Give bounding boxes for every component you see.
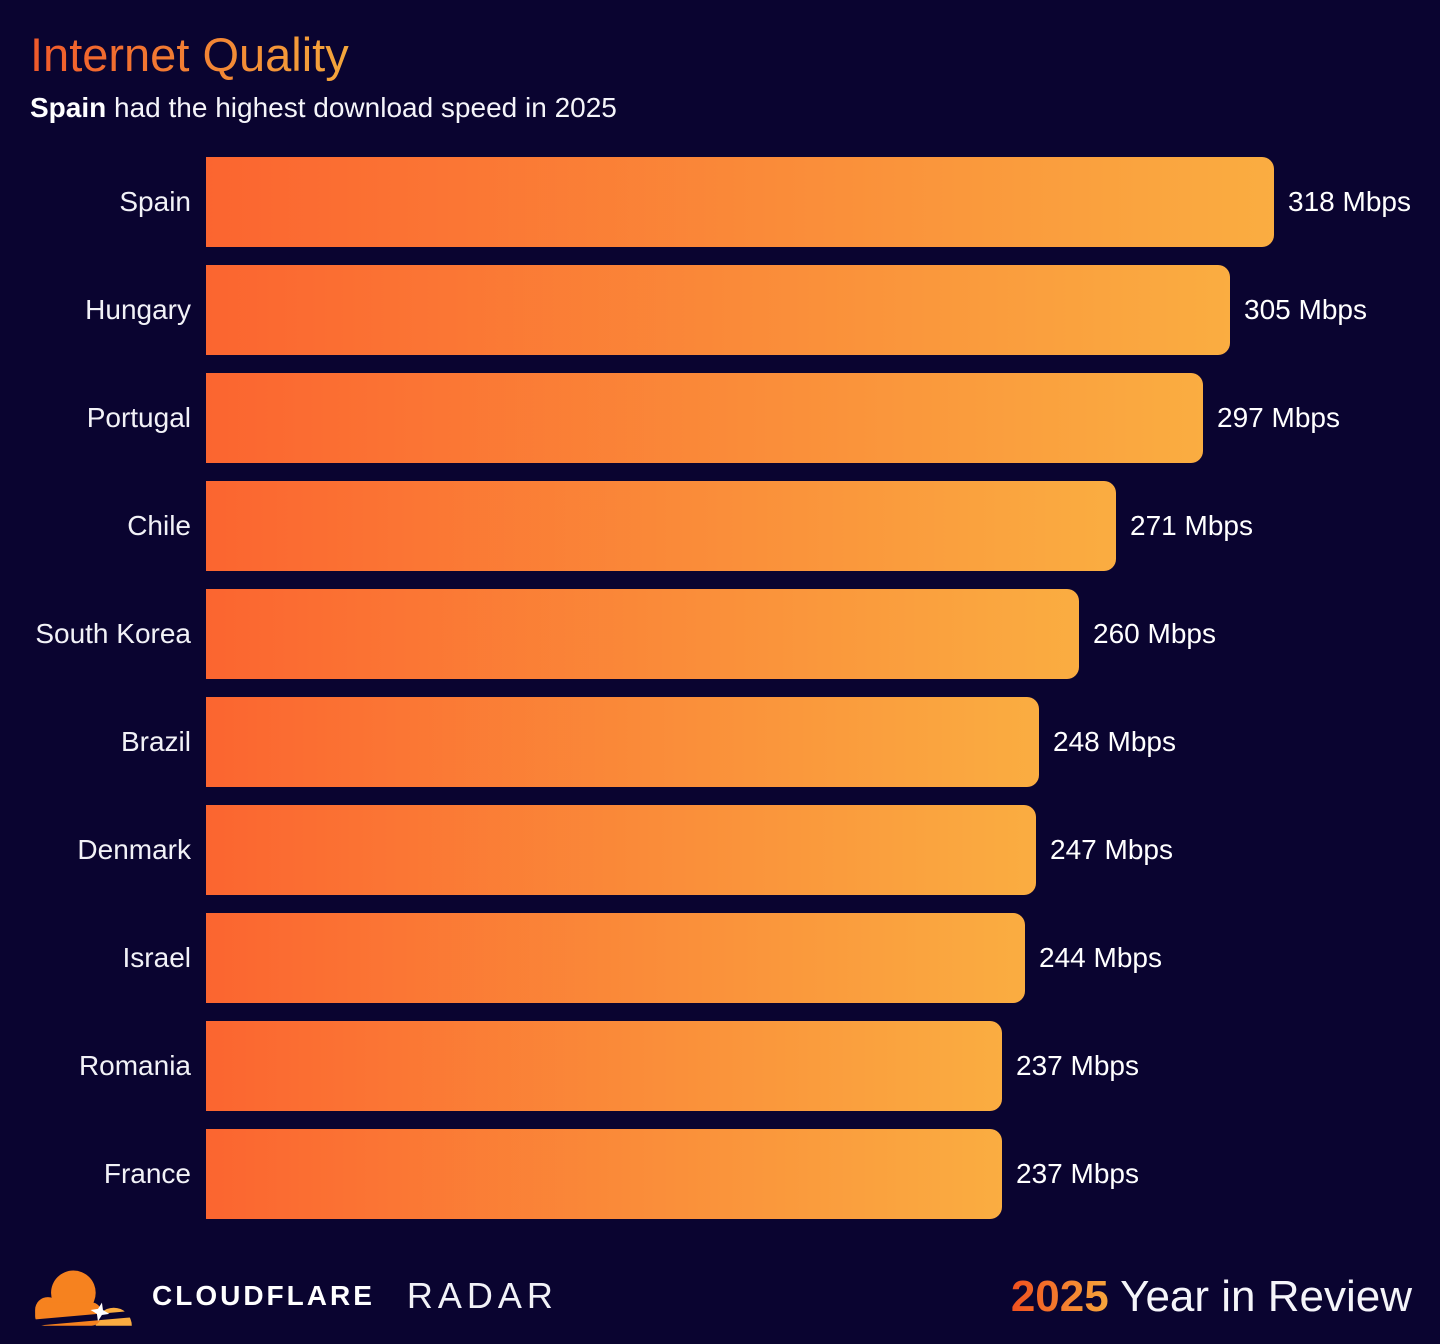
year-in-review: 2025 Year in Review xyxy=(1011,1272,1412,1322)
chart-rows: Spain 318 Mbps Hungary 305 Mbps Portugal 297 … xyxy=(0,148,1440,1228)
speed-bar xyxy=(206,913,1025,1003)
chart-row: Spain 318 Mbps xyxy=(0,148,1440,256)
value-label: 318 Mbps xyxy=(1288,186,1411,217)
value-label: 248 Mbps xyxy=(1053,726,1176,757)
speed-bar xyxy=(206,265,1230,355)
bar-area: 260 Mbps xyxy=(206,589,1440,679)
cloudflare-wordmark: CLOUDFLARE xyxy=(152,1280,375,1311)
value-label: 237 Mbps xyxy=(1016,1050,1139,1081)
bar-area: 318 Mbps xyxy=(206,157,1440,247)
chart-row: Hungary 305 Mbps xyxy=(0,256,1440,364)
year-highlight: 2025 xyxy=(1010,1272,1109,1321)
speed-bar xyxy=(206,1021,1002,1111)
value-label: 305 Mbps xyxy=(1244,294,1367,325)
bar-area: 248 Mbps xyxy=(206,697,1440,787)
country-label: Denmark xyxy=(77,834,191,865)
value-label: 260 Mbps xyxy=(1093,618,1216,649)
page-subtitle: Spain had the highest download speed in … xyxy=(30,92,617,124)
subtitle-country: Spain xyxy=(30,92,107,124)
country-label: France xyxy=(103,1158,191,1189)
value-label: 244 Mbps xyxy=(1039,942,1162,973)
chart-row: Chile 271 Mbps xyxy=(0,472,1440,580)
bar-area: 297 Mbps xyxy=(206,373,1440,463)
country-label: Romania xyxy=(78,1050,191,1081)
speed-bar xyxy=(206,589,1079,679)
bar-area: 244 Mbps xyxy=(206,913,1440,1003)
country-label: Spain xyxy=(119,186,191,217)
chart-row: Israel 244 Mbps xyxy=(0,904,1440,1012)
page-title: Internet Quality xyxy=(30,28,349,81)
country-label: South Korea xyxy=(35,618,191,649)
speed-bar xyxy=(206,1129,1002,1219)
country-label: Israel xyxy=(122,942,191,973)
value-label: 247 Mbps xyxy=(1050,834,1173,865)
chart-row: South Korea 260 Mbps xyxy=(0,580,1440,688)
value-label: 297 Mbps xyxy=(1217,402,1340,433)
bar-area: 237 Mbps xyxy=(206,1129,1440,1219)
value-label: 271 Mbps xyxy=(1130,510,1253,541)
speed-bar xyxy=(206,373,1203,463)
bar-chart: Spain 318 Mbps Hungary 305 Mbps Portugal 297 … xyxy=(0,148,1440,1228)
subtitle-text: had the highest download speed in 2025 xyxy=(106,92,617,124)
chart-row: Portugal 297 Mbps xyxy=(0,364,1440,472)
bar-area: 271 Mbps xyxy=(206,481,1440,571)
footer-brand: CLOUDFLARE RADAR xyxy=(30,1262,558,1330)
chart-row: Brazil 248 Mbps xyxy=(0,688,1440,796)
country-label: Brazil xyxy=(120,726,191,757)
country-label: Hungary xyxy=(85,294,191,325)
speed-bar xyxy=(206,157,1274,247)
country-label: Chile xyxy=(127,510,191,541)
cloudflare-logo-icon xyxy=(30,1270,138,1327)
speed-bar xyxy=(206,805,1036,895)
bar-area: 237 Mbps xyxy=(206,1021,1440,1111)
header: Internet Quality Spain had the highest d… xyxy=(30,28,617,124)
country-label: Portugal xyxy=(86,402,191,433)
bar-area: 305 Mbps xyxy=(206,265,1440,355)
tagline-text: Year in Review xyxy=(1108,1272,1412,1321)
chart-row: Romania 237 Mbps xyxy=(0,1012,1440,1120)
speed-bar xyxy=(206,481,1116,571)
radar-wordmark: RADAR xyxy=(406,1275,558,1316)
value-label: 237 Mbps xyxy=(1016,1158,1139,1189)
speed-bar xyxy=(206,697,1039,787)
chart-row: France 237 Mbps xyxy=(0,1120,1440,1228)
bar-area: 247 Mbps xyxy=(206,805,1440,895)
chart-row: Denmark 247 Mbps xyxy=(0,796,1440,904)
